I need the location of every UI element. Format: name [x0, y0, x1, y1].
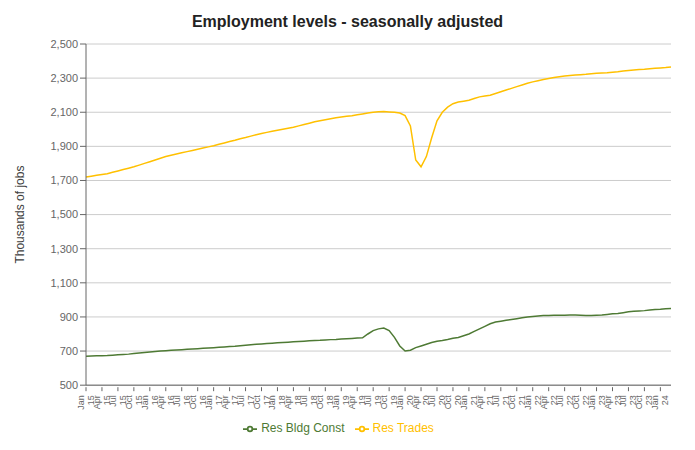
svg-text:Jul: Jul — [427, 395, 437, 407]
svg-text:1,700: 1,700 — [50, 174, 78, 186]
svg-text:900: 900 — [60, 311, 78, 323]
svg-text:Apr: Apr — [347, 395, 357, 409]
svg-text:Jul: Jul — [236, 395, 246, 407]
svg-text:Apr: Apr — [156, 395, 166, 409]
svg-text:Oct: Oct — [571, 395, 581, 410]
svg-text:Jul: Jul — [299, 395, 309, 407]
svg-text:Oct: Oct — [443, 395, 453, 410]
svg-text:Apr: Apr — [92, 395, 102, 409]
svg-text:500: 500 — [60, 379, 78, 391]
svg-text:700: 700 — [60, 345, 78, 357]
svg-text:1,900: 1,900 — [50, 140, 78, 152]
svg-text:2,500: 2,500 — [50, 38, 78, 50]
svg-text:Jan: Jan — [587, 395, 597, 410]
html-text:Res Trades: Res Trades — [372, 421, 434, 436]
svg-text:Oct: Oct — [188, 395, 198, 410]
svg-text:Jul: Jul — [618, 395, 628, 407]
svg-text:Jan: Jan — [395, 395, 405, 410]
svg-text:Jul: Jul — [108, 395, 118, 407]
svg-text:Jan: Jan — [267, 395, 277, 410]
svg-text:Apr: Apr — [283, 395, 293, 409]
svg-text:Jul: Jul — [491, 395, 501, 407]
svg-text:Oct: Oct — [252, 395, 262, 410]
svg-text:Oct: Oct — [315, 395, 325, 410]
html-text:Res Bldg Const: Res Bldg Const — [261, 421, 345, 436]
svg-text:Jan: Jan — [650, 395, 660, 410]
svg-text:24: 24 — [660, 395, 670, 405]
html-text:Employment levels - seasonally: Employment levels - seasonally adjusted — [191, 13, 504, 30]
svg-text:Jan: Jan — [140, 395, 150, 410]
svg-text:Jan: Jan — [204, 395, 214, 410]
svg-text:Oct: Oct — [379, 395, 389, 410]
svg-text:1,100: 1,100 — [50, 277, 78, 289]
svg-text:Oct: Oct — [507, 395, 517, 410]
svg-text:Apr: Apr — [411, 395, 421, 409]
svg-text:Apr: Apr — [475, 395, 485, 409]
svg-text:Jan: Jan — [523, 395, 533, 410]
svg-text:1,300: 1,300 — [50, 243, 78, 255]
svg-text:Apr: Apr — [220, 395, 230, 409]
svg-text:Oct: Oct — [124, 395, 134, 410]
svg-text:Oct: Oct — [634, 395, 644, 410]
svg-text:Jan: Jan — [459, 395, 469, 410]
svg-text:Thousands of jobs: Thousands of jobs — [13, 166, 27, 264]
svg-text:2,300: 2,300 — [50, 72, 78, 84]
svg-text:Jan: Jan — [76, 395, 86, 410]
svg-text:1,500: 1,500 — [50, 208, 78, 220]
svg-text:Jul: Jul — [363, 395, 373, 407]
svg-text:Jul: Jul — [172, 395, 182, 407]
svg-text:Jan: Jan — [331, 395, 341, 410]
svg-text:Jul: Jul — [555, 395, 565, 407]
svg-text:2,100: 2,100 — [50, 106, 78, 118]
svg-text:Apr: Apr — [539, 395, 549, 409]
svg-text:Apr: Apr — [603, 395, 613, 409]
